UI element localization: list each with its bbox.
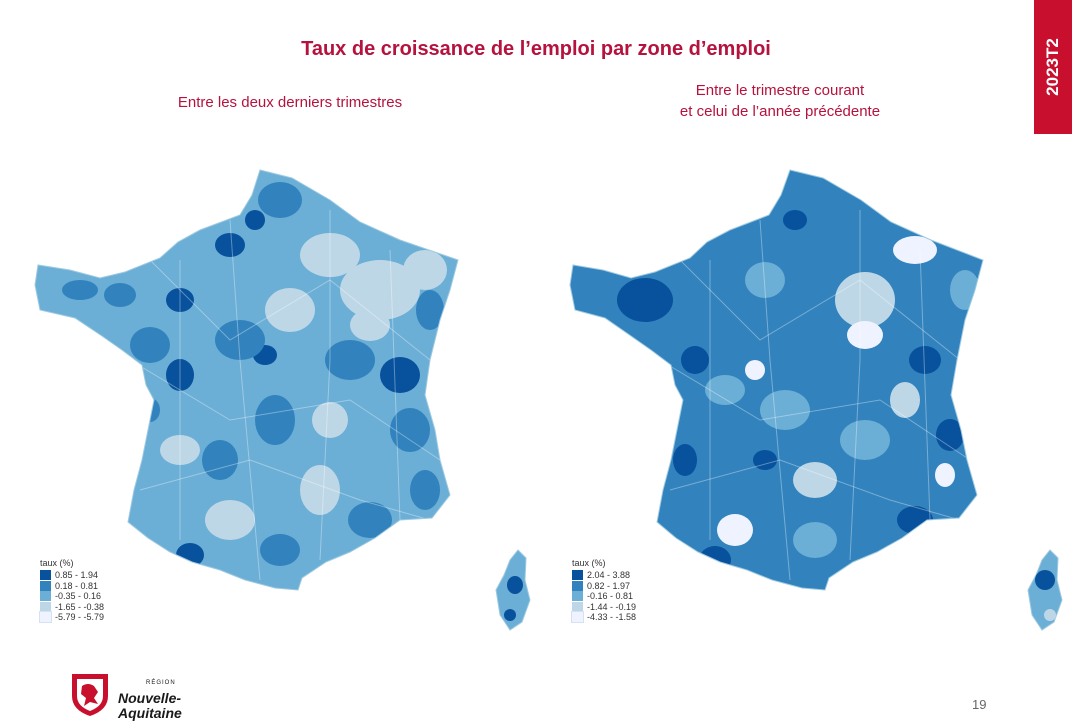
map-france-quarterly [34,169,531,631]
lion-crest-icon [72,674,108,716]
region-logo: RÉGION Nouvelle- Aquitaine [68,668,208,721]
legend-row: 0.18 - 0.81 [40,580,104,592]
legend-title: taux (%) [572,558,606,568]
legend-swatch [39,611,52,624]
right-map-zones [617,210,980,574]
legend-row: -1.65 - -0.38 [40,601,105,613]
legend-row: -5.79 - -5.79 [39,611,105,624]
legend-row: -1.44 - -0.19 [572,601,637,613]
right-map-subtitle-line2: et celui de l’année précédente [679,103,881,120]
legend-label: -5.79 - -5.79 [55,612,105,623]
right-map-subtitle: Entre le trimestre courant et celui de l… [620,80,940,122]
legend-row: -4.33 - -1.58 [571,611,637,624]
legend-title: taux (%) [40,558,74,568]
legend-label: 0.18 - 0.81 [55,580,99,591]
legend-row: 2.04 - 3.88 [572,570,636,581]
left-map-zones [62,182,447,567]
period-badge: 2023T2 [1034,0,1072,134]
region-small-label: RÉGION [146,680,176,686]
legend-row: 0.85 - 1.94 [40,570,104,581]
legend-swatch [572,601,583,612]
legend-label: -0.35 - 0.16 [55,591,102,602]
legend-swatch [571,611,584,624]
legend-row: -0.35 - 0.16 [40,591,104,602]
legend-swatch [40,601,51,612]
legend-row: 0.82 - 1.97 [572,580,636,592]
legend-label: 0.82 - 1.97 [587,580,631,591]
legend-label: -0.16 - 0.81 [587,591,634,602]
region-name-line1: Nouvelle- [118,690,182,706]
legend-label: -1.44 - -0.19 [587,601,637,612]
page-number: 19 [972,697,987,712]
region-name: RÉGION Nouvelle- Aquitaine [118,676,182,721]
legend-label: -1.65 - -0.38 [55,601,105,612]
legend-row: -0.16 - 0.81 [572,591,636,602]
left-map-legend: taux (%) 0.85 - 1.94 0.18 - 0.81 -0.35 -… [39,558,105,624]
legend-swatch [572,580,583,591]
legend-label: 0.85 - 1.94 [55,570,99,581]
legend-label: -4.33 - -1.58 [587,612,637,623]
right-map-corsica [1027,549,1063,631]
legend-swatch [40,591,51,602]
legend-swatch [40,570,51,581]
left-map-corsica [495,549,531,631]
slide-title: Taux de croissance de l’emploi par zone … [301,38,771,60]
period-badge-label: 2023T2 [1043,38,1062,96]
legend-swatch [40,580,51,591]
map-france-yearly [569,169,1063,631]
legend-swatch [572,591,583,602]
left-map-subtitle: Entre les deux derniers trimestres [177,94,403,111]
legend-label: 2.04 - 3.88 [587,570,631,581]
region-name-line2: Aquitaine [118,705,182,721]
right-map-legend: taux (%) 2.04 - 3.88 0.82 - 1.97 -0.16 -… [571,558,637,624]
right-map-subtitle-line1: Entre le trimestre courant [695,82,865,99]
legend-swatch [572,570,583,581]
